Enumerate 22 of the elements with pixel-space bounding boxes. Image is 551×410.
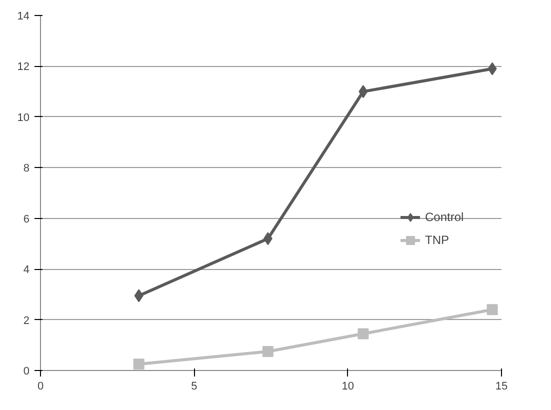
- y-tick-label: 2: [23, 314, 30, 327]
- point: [488, 62, 497, 76]
- legend-label: TNP: [425, 233, 449, 247]
- legend-label: Control: [425, 210, 464, 224]
- point: [134, 289, 144, 302]
- point: [263, 232, 272, 246]
- y-tick-label: 0: [23, 366, 30, 378]
- point: [358, 85, 368, 98]
- point: [358, 328, 369, 340]
- x-tick-label: 10: [342, 380, 354, 392]
- y-tick-label: 8: [23, 162, 30, 175]
- x-tick-label: 5: [191, 380, 198, 392]
- point: [133, 358, 144, 370]
- y-tick-label: 10: [17, 112, 30, 124]
- y-tick-label: 6: [23, 213, 30, 226]
- x-tick-label: 0: [37, 380, 44, 392]
- y-tick-label: 4: [23, 264, 30, 276]
- point: [262, 346, 274, 357]
- y-tick-label: 12: [17, 61, 30, 74]
- y-tick-label: 14: [17, 10, 30, 22]
- point: [486, 304, 498, 316]
- x-tick-label: 15: [495, 380, 508, 392]
